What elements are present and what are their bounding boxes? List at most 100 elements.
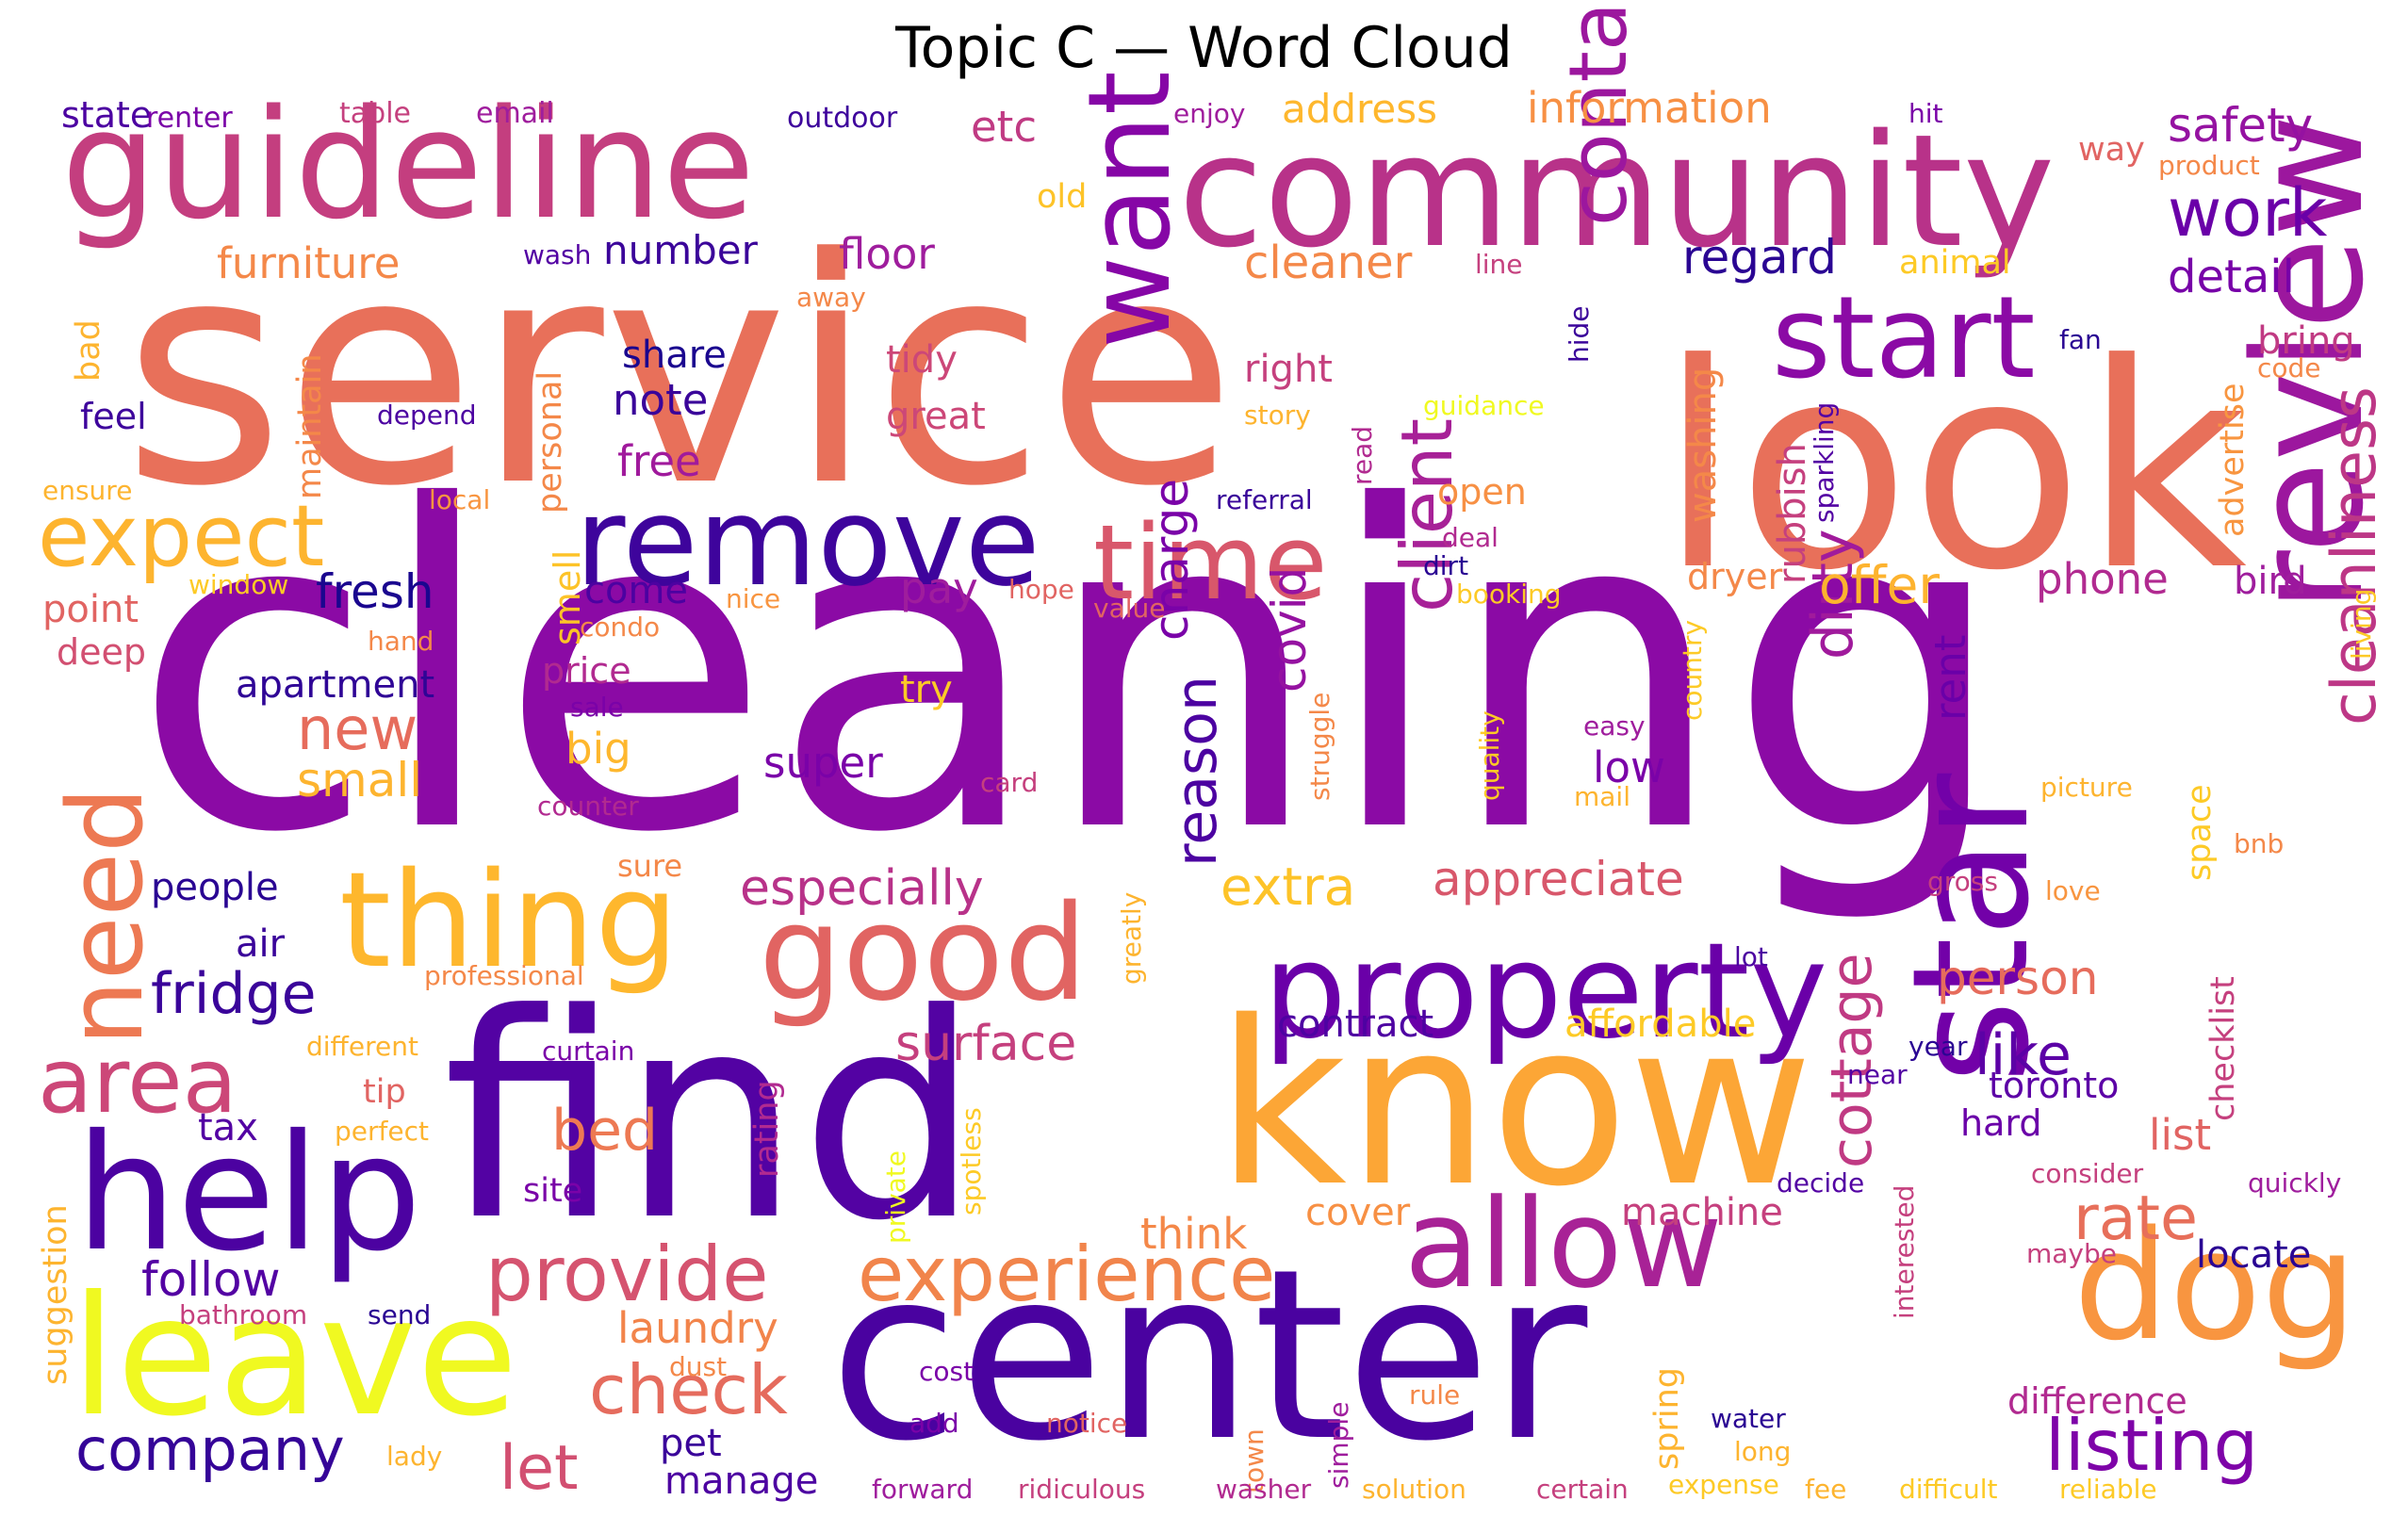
word-checklist: checklist: [2204, 976, 2242, 1121]
word-counter: counter: [537, 791, 639, 822]
word-allow: allow: [1404, 1172, 1723, 1315]
word-decide: decide: [1777, 1167, 1864, 1199]
word-space: space: [2181, 784, 2219, 881]
word-safety: safety: [2168, 98, 2313, 153]
word-way: way: [2078, 131, 2145, 169]
word-different: different: [306, 1031, 418, 1062]
word-list: list: [2149, 1110, 2211, 1160]
word-manage: manage: [664, 1460, 818, 1503]
word-charge: charge: [1144, 479, 1199, 641]
word-toronto: toronto: [1989, 1065, 2119, 1106]
word-deal: deal: [1442, 522, 1499, 553]
word-difficult: difficult: [1899, 1474, 1998, 1505]
word-client: client: [1385, 418, 1468, 612]
word-expect: expect: [38, 487, 324, 586]
word-person: person: [1937, 951, 2098, 1005]
word-new: new: [297, 694, 418, 763]
word-guideline: guideline: [61, 76, 755, 253]
word-feel: feel: [80, 396, 147, 437]
word-love: love: [2045, 875, 2101, 906]
word-know: know: [1216, 972, 1813, 1236]
word-washer: washer: [1216, 1474, 1312, 1505]
word-bnb: bnb: [2234, 828, 2284, 859]
word-hide: hide: [1564, 305, 1595, 363]
word-dirty: dirty: [1800, 530, 1866, 660]
word-interested: interested: [1889, 1185, 1920, 1319]
word-apartment: apartment: [236, 663, 434, 707]
word-cottage: cottage: [1819, 953, 1885, 1168]
word-year: year: [1908, 1031, 1968, 1062]
word-leave: leave: [71, 1262, 518, 1453]
word-hard: hard: [1960, 1102, 2041, 1144]
word-long: long: [1734, 1436, 1791, 1467]
word-water: water: [1711, 1403, 1786, 1434]
word-consider: consider: [2031, 1158, 2144, 1189]
word-country: country: [1677, 620, 1708, 721]
word-rent: rent: [1925, 635, 1975, 721]
word-professional: professional: [424, 960, 584, 991]
word-add: add: [909, 1408, 959, 1439]
word-super: super: [763, 738, 883, 788]
word-bird: bird: [2234, 560, 2307, 603]
word-affordable: affordable: [1564, 1003, 1756, 1046]
word-big: big: [565, 724, 631, 774]
word-personal: personal: [532, 371, 569, 514]
word-low: low: [1593, 742, 1665, 792]
word-near: near: [1847, 1059, 1908, 1090]
word-card: card: [980, 767, 1038, 798]
word-bad: bad: [70, 319, 107, 382]
word-remove: remove: [575, 470, 1040, 613]
word-dryer: dryer: [1687, 556, 1783, 597]
word-quality: quality: [1474, 710, 1505, 801]
word-enjoy: enjoy: [1173, 98, 1245, 129]
word-story: story: [1244, 400, 1311, 431]
word-booking: booking: [1456, 579, 1562, 610]
word-need: need: [45, 787, 166, 1046]
word-rule: rule: [1409, 1379, 1460, 1411]
chart-title: Topic C — Word Cloud: [895, 15, 1513, 81]
word-small: small: [297, 753, 422, 807]
word-outdoor: outdoor: [787, 102, 898, 135]
word-furniture: furniture: [217, 238, 400, 288]
word-floor: floor: [839, 229, 935, 279]
word-area: area: [38, 1030, 238, 1133]
word-share: share: [622, 334, 727, 377]
word-help: help: [75, 1101, 421, 1287]
word-surface: surface: [895, 1016, 1076, 1072]
word-read: read: [1347, 426, 1378, 485]
word-fridge: fridge: [151, 961, 317, 1027]
word-fan: fan: [2059, 324, 2102, 355]
word-table: table: [339, 97, 411, 130]
word-phone: phone: [2036, 554, 2169, 604]
word-dog: dog: [2073, 1198, 2357, 1374]
word-air: air: [236, 922, 286, 966]
word-cover: cover: [1305, 1191, 1411, 1234]
word-spring: spring: [1648, 1367, 1686, 1470]
word-simple: simple: [1323, 1402, 1354, 1489]
word-guidance: guidance: [1423, 390, 1545, 421]
word-price: price: [542, 650, 631, 692]
word-washing: washing: [1681, 367, 1725, 523]
word-rubbish: rubbish: [1771, 443, 1814, 584]
word-follow: follow: [141, 1252, 280, 1307]
word-wash: wash: [523, 239, 591, 270]
word-come: come: [584, 569, 688, 612]
word-ensure: ensure: [42, 475, 132, 506]
word-company: company: [75, 1415, 345, 1484]
word-animal: animal: [1899, 244, 2011, 282]
word-nice: nice: [726, 583, 780, 614]
word-pay: pay: [900, 563, 978, 613]
word-fee: fee: [1805, 1474, 1846, 1505]
word-bring: bring: [2257, 319, 2355, 363]
word-machine: machine: [1621, 1191, 1783, 1234]
word-lady: lady: [386, 1441, 442, 1472]
word-reliable: reliable: [2059, 1474, 2157, 1505]
word-away: away: [796, 282, 866, 313]
word-open: open: [1437, 471, 1527, 513]
word-easy: easy: [1583, 710, 1646, 742]
word-private: private: [880, 1150, 911, 1244]
word-bed: bed: [551, 1098, 658, 1164]
word-old: old: [1037, 178, 1087, 216]
word-depend: depend: [377, 400, 477, 431]
